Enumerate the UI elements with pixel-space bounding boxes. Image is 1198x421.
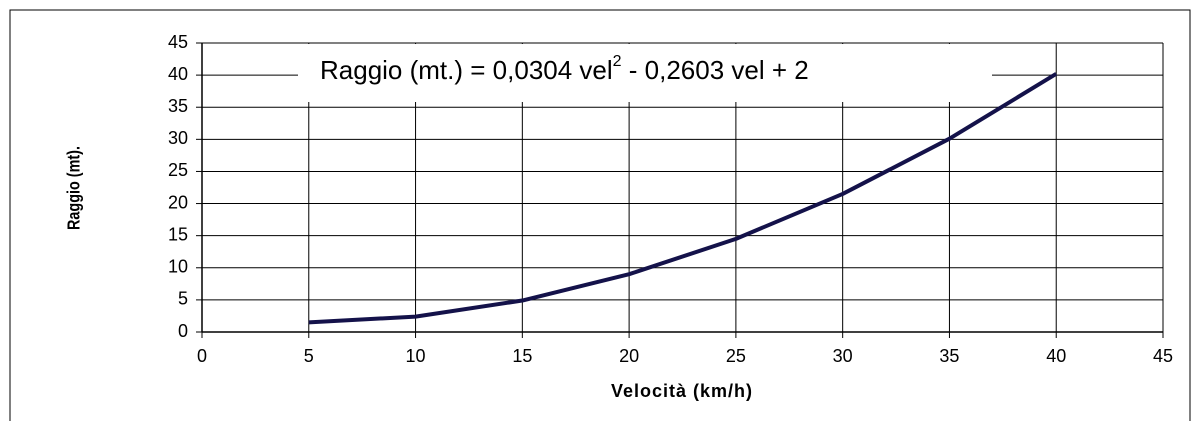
x-tick-label: 35 <box>939 346 959 366</box>
x-tick-label: 25 <box>726 346 746 366</box>
y-tick-label: 10 <box>168 257 188 277</box>
frame <box>9 9 1191 421</box>
title-box <box>298 44 992 102</box>
y-axis-label: Raggio (mt). <box>64 146 84 230</box>
x-tick-label: 0 <box>197 346 207 366</box>
y-tick-label: 25 <box>168 160 188 180</box>
y-tick-label: 5 <box>178 289 188 309</box>
title-rest: - 0,2603 vel + 2 <box>622 55 809 85</box>
x-axis-label: Velocità (km/h) <box>611 381 753 401</box>
y-tick-label: 45 <box>168 32 188 52</box>
line-series <box>308 72 1058 325</box>
title-sup: 2 <box>613 53 622 70</box>
title-main: Raggio (mt.) = 0,0304 vel <box>320 55 613 85</box>
x-tick-label: 5 <box>304 346 314 366</box>
x-tick-label: 40 <box>1046 346 1066 366</box>
y-tick-label: 20 <box>168 192 188 212</box>
y-tick-label: 40 <box>168 64 188 84</box>
x-tick-label: 30 <box>833 346 853 366</box>
y-tick-label: 30 <box>168 128 188 148</box>
x-tick-label: 10 <box>406 346 426 366</box>
x-tick-label: 20 <box>619 346 639 366</box>
x-tick-label: 15 <box>512 346 532 366</box>
y-tick-label: 0 <box>178 321 188 341</box>
y-tick-label: 35 <box>168 96 188 116</box>
grid <box>196 42 1164 338</box>
chart-title: Raggio (mt.) = 0,0304 vel2 - 0,2603 vel … <box>320 53 809 85</box>
x-tick-label: 45 <box>1153 346 1173 366</box>
y-tick-label: 15 <box>168 224 188 244</box>
